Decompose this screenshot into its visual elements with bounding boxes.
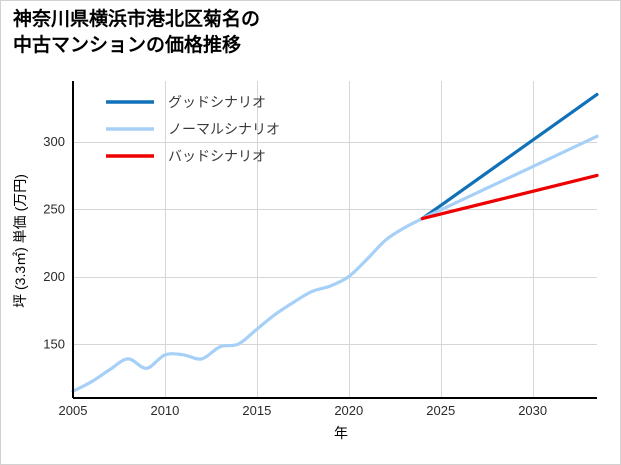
y-tick-label: 250 xyxy=(43,202,65,217)
legend-label-0: グッドシナリオ xyxy=(168,94,266,110)
x-tick-labels: 2005 2010 2015 2020 2025 2030 xyxy=(59,403,548,418)
series-line xyxy=(420,173,599,221)
axis-lines xyxy=(72,81,597,399)
legend-label-2: バッドシナリオ xyxy=(168,148,266,164)
y-tick-label: 300 xyxy=(43,134,65,149)
x-tick-label: 2005 xyxy=(59,403,88,418)
x-tick-label: 2020 xyxy=(334,403,363,418)
y-axis-title: 坪 (3.3㎡) 単価 (万円) xyxy=(12,174,28,308)
x-tick-label: 2030 xyxy=(518,403,547,418)
x-axis-title: 年 xyxy=(334,425,348,441)
series-group xyxy=(71,92,599,393)
x-tick-label: 2010 xyxy=(150,403,179,418)
legend-label-1: ノーマルシナリオ xyxy=(168,121,280,137)
page-title: 神奈川県横浜市港北区菊名の 中古マンションの価格推移 xyxy=(13,9,261,56)
series-line xyxy=(71,216,424,393)
y-tick-label: 150 xyxy=(43,337,65,352)
x-tick-label: 2015 xyxy=(242,403,271,418)
y-tick-label: 200 xyxy=(43,269,65,284)
x-tick-label: 2025 xyxy=(426,403,455,418)
gridlines xyxy=(73,81,597,398)
series-line xyxy=(420,134,599,221)
y-tick-labels: 150 200 250 300 xyxy=(43,134,65,351)
series-line xyxy=(420,92,599,221)
